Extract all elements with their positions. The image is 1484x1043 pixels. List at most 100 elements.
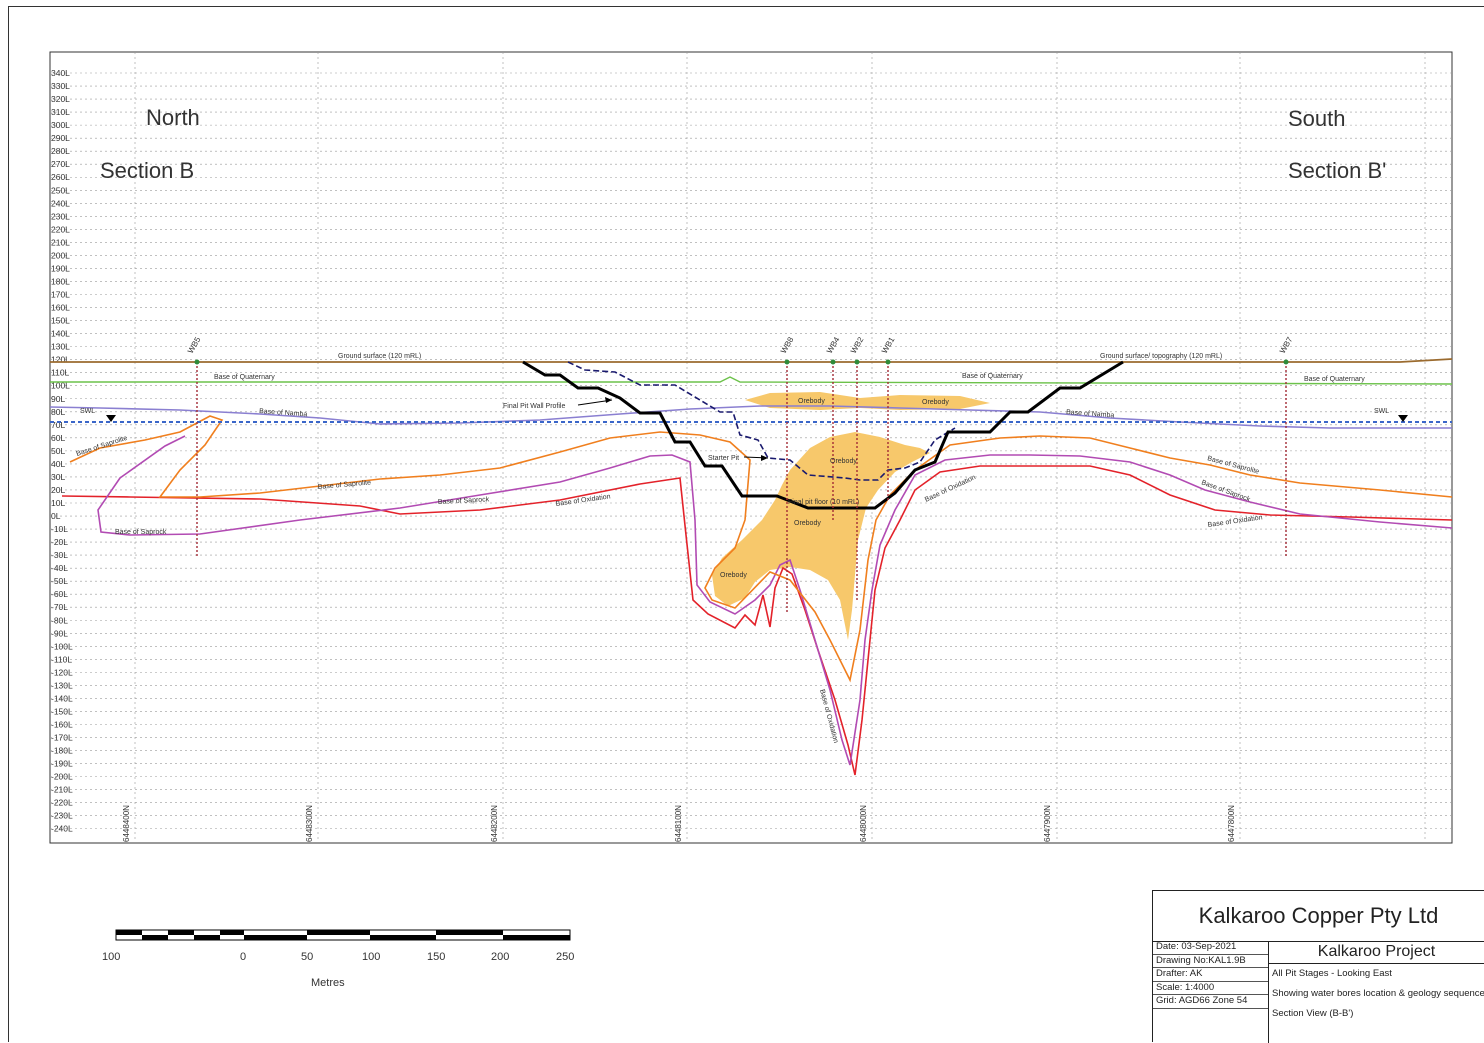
bore-wb1-label: WB1 [880, 335, 897, 355]
drawing-number: Drawing No:KAL1.9B [1153, 955, 1268, 968]
rl-label: 230L [51, 211, 70, 221]
base-namba-label: Base of Namba [259, 408, 308, 418]
base-oxidation-south-label: Base of Oxidation [1207, 514, 1263, 529]
rl-label: 90L [51, 394, 65, 404]
rl-grid [50, 72, 1452, 830]
rl-label: -160L [51, 720, 73, 730]
final-pit-wall-outline [522, 360, 1124, 510]
orebody-label-4: Orebody [794, 520, 821, 527]
rl-label: 120L [51, 355, 70, 365]
bore-wb4-collar [830, 359, 836, 365]
ground-surface-south-label: Ground surface/ topography (120 mRL) [1100, 353, 1222, 360]
rl-label: 330L [51, 81, 70, 91]
rl-label: 160L [51, 303, 70, 313]
north-label: North [146, 105, 200, 130]
rl-label: 250L [51, 185, 70, 195]
rl-label: -20L [51, 537, 68, 547]
rl-label: -220L [51, 798, 73, 808]
company-name: Kalkaroo Copper Pty Ltd [1153, 891, 1484, 942]
rl-label: 70L [51, 420, 65, 430]
section-start-label: Section B [100, 158, 194, 183]
south-label: South [1288, 106, 1346, 131]
drafter: Drafter: AK [1153, 968, 1268, 982]
rl-label: 80L [51, 407, 65, 417]
orebody-label-1: Orebody [798, 398, 825, 405]
swl-label: SWL [80, 408, 95, 415]
bore-wb5-label: WB5 [186, 335, 203, 355]
orebody-label-5: Orebody [720, 572, 747, 579]
rl-label: -180L [51, 746, 73, 756]
starter-pit-outline [567, 361, 956, 481]
rl-label: 260L [51, 172, 70, 182]
scale-tick-250: 250 [556, 951, 574, 963]
rl-labels: 340L 330L 320L 310L 300L 290L 280L 270L 260L 250L… [51, 68, 73, 834]
rl-label: 130L [51, 342, 70, 352]
base-namba-south-label: Base of Namba [1066, 409, 1115, 419]
rl-label: 30L [51, 472, 65, 482]
rl-label: -140L [51, 693, 73, 703]
title-block-meta: Date: 03-Sep-2021 Drawing No:KAL1.9B Dra… [1153, 941, 1269, 1043]
northing-label: 6448300N [305, 805, 314, 842]
northing-label: 6448100N [674, 805, 683, 842]
base-quaternary-label: Base of Quaternary [214, 374, 275, 381]
northing-label: 6447900N [1043, 805, 1052, 842]
scale-tick-200: 200 [491, 951, 509, 963]
swl-triangle-south-icon [1398, 415, 1408, 422]
base-saprolite-label: Base of Saprolite [75, 435, 128, 458]
rl-label: 300L [51, 120, 70, 130]
rl-label: -50L [51, 576, 68, 586]
bore-wb8-label: WB8 [779, 335, 796, 355]
bore-wb7-collar [1283, 359, 1289, 365]
base-saprock-label: Base of Saprock [115, 529, 167, 536]
base-of-namba-line [49, 405, 1452, 429]
northing-label: 6448400N [122, 805, 131, 842]
northing-label: 6448200N [490, 805, 499, 842]
description-line-1: All Pit Stages - Looking East [1272, 968, 1392, 979]
title-block: Kalkaroo Copper Pty Ltd Date: 03-Sep-202… [1152, 890, 1484, 1043]
section-end-label: Section B' [1288, 158, 1386, 183]
scale-unit-label: Metres [311, 977, 345, 989]
rl-label: -130L [51, 680, 73, 690]
bore-wb1-collar [885, 359, 891, 365]
swl-triangle-icon [106, 415, 116, 422]
description-line-3: Section View (B-B') [1272, 1008, 1354, 1019]
rl-label: 340L [51, 68, 70, 78]
rl-label: 60L [51, 433, 65, 443]
base-saprolite-mid-label: Base of Saprolite [318, 479, 372, 491]
drawing-date: Date: 03-Sep-2021 [1153, 941, 1268, 955]
scale-bar-graphic: 100 0 50 100 150 200 250 Metres [102, 929, 574, 989]
rl-label: 140L [51, 329, 70, 339]
rl-label: 290L [51, 133, 70, 143]
base-of-saprolite-line [69, 415, 1453, 683]
rl-label: -60L [51, 589, 68, 599]
rl-label: 190L [51, 263, 70, 273]
scale-bar-segments [116, 930, 570, 940]
sheet-border [8, 6, 1484, 1042]
scale-tick-150: 150 [427, 951, 445, 963]
base-of-oxidation-line [61, 465, 1453, 776]
orebody-main [712, 432, 930, 640]
rl-label: 320L [51, 94, 70, 104]
starter-pit-arrowhead-icon [761, 455, 768, 461]
bore-wb5-collar [194, 359, 200, 365]
rl-label: 280L [51, 146, 70, 156]
rl-label: -240L [51, 824, 73, 834]
rl-label: -150L [51, 706, 73, 716]
northing-labels: 6448400N 6448300N 6448200N 6448100N 6448000N… [122, 805, 1236, 842]
scale-tick-100: 100 [362, 951, 380, 963]
rl-label: -70L [51, 602, 68, 612]
ground-surface-line [50, 358, 1453, 363]
rl-label: -210L [51, 785, 73, 795]
base-of-saprock-line [97, 435, 1453, 766]
orebody-label-3: Orebody [830, 458, 857, 465]
bore-wb2-label: WB2 [849, 335, 866, 355]
rl-label: 10L [51, 498, 65, 508]
rl-label: 310L [51, 107, 70, 117]
description-line-2: Showing water bores location & geology s… [1272, 988, 1484, 999]
bore-wb4-label: WB4 [825, 335, 842, 355]
rl-label: 240L [51, 198, 70, 208]
title-block-description: Kalkaroo Project All Pit Stages - Lookin… [1268, 941, 1484, 1043]
rl-label: -10L [51, 524, 68, 534]
